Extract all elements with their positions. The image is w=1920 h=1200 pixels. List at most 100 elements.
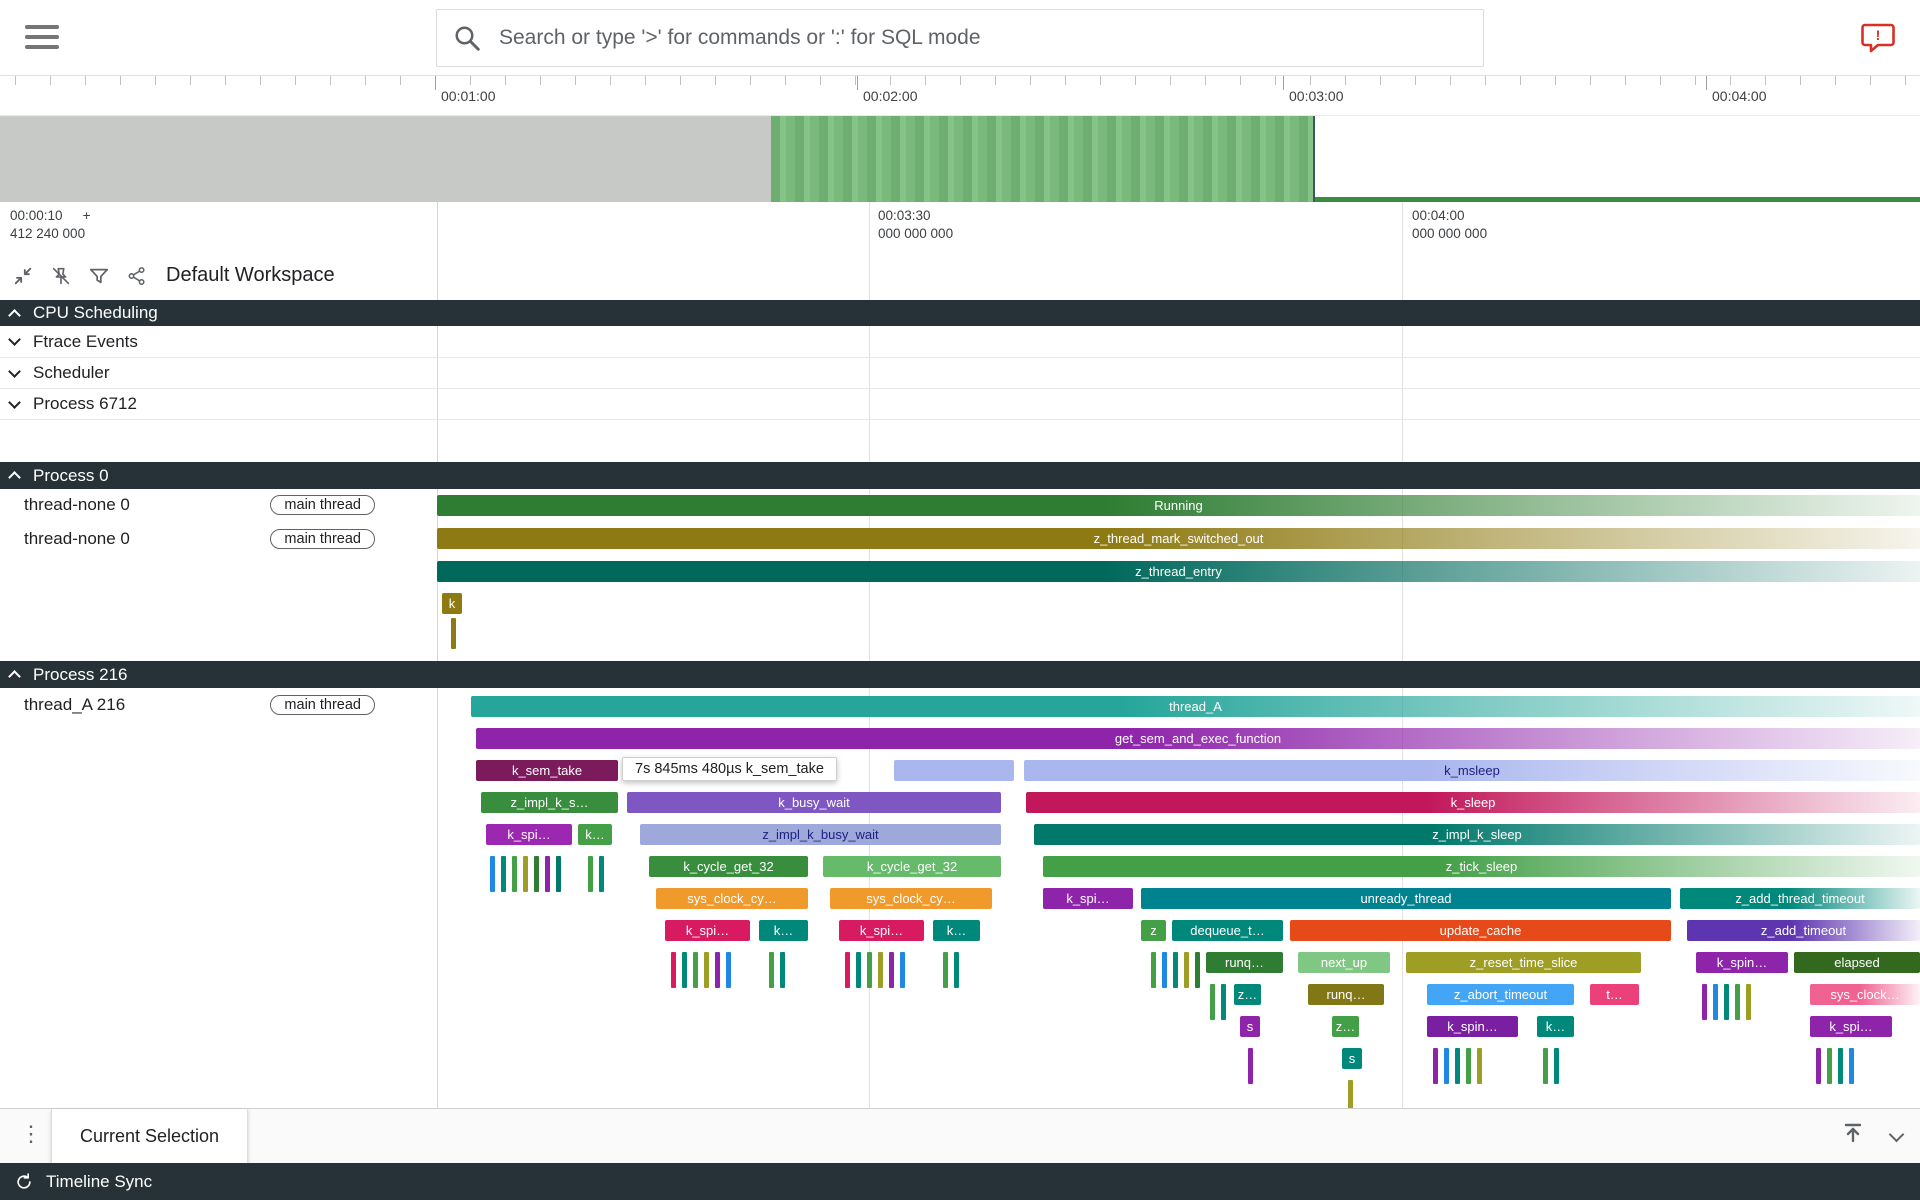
timeline-slice[interactable]: k_cycle_get_32 <box>649 856 808 877</box>
timeline-slice[interactable]: z_add_thread_timeout <box>1680 888 1920 909</box>
instant-event-tick[interactable] <box>943 952 948 988</box>
timeline-slice[interactable]: k_spin… <box>1427 1016 1518 1037</box>
timeline-slice[interactable]: z_impl_k_busy_wait <box>640 824 1001 845</box>
instant-event-tick[interactable] <box>693 952 698 988</box>
track-row[interactable]: Scheduler <box>0 358 1920 389</box>
track-group-header[interactable]: CPU Scheduling <box>0 300 1920 326</box>
timeline-slice[interactable]: z_impl_k_s… <box>481 792 618 813</box>
timeline-slice[interactable]: elapsed <box>1794 952 1920 973</box>
instant-event-tick[interactable] <box>1735 984 1740 1020</box>
timeline-slice[interactable]: z_thread_entry <box>437 561 1920 582</box>
timeline-slice[interactable]: k_msleep <box>1024 760 1920 781</box>
overflow-menu-icon[interactable]: ⋮ <box>20 1121 42 1146</box>
instant-event-tick[interactable] <box>1816 1048 1821 1084</box>
instant-event-tick[interactable] <box>889 952 894 988</box>
instant-event-tick[interactable] <box>1746 984 1751 1020</box>
instant-event-tick[interactable] <box>1724 984 1729 1020</box>
instant-event-tick[interactable] <box>954 952 959 988</box>
timeline-slice[interactable]: k_spi… <box>486 824 572 845</box>
timeline-slice[interactable]: z… <box>1234 984 1261 1005</box>
search-input[interactable] <box>436 9 1484 67</box>
timeline-slice[interactable]: k… <box>1537 1016 1574 1037</box>
instant-event-tick[interactable] <box>501 856 506 892</box>
instant-event-tick[interactable] <box>512 856 517 892</box>
error-bubble-icon[interactable]: ! <box>1860 22 1896 54</box>
timeline-slice[interactable]: k… <box>578 824 612 845</box>
overview-minimap[interactable] <box>0 116 1920 202</box>
timeline-slice[interactable]: get_sem_and_exec_function <box>476 728 1920 749</box>
thread-track-label[interactable]: thread-none 0 main thread <box>0 520 437 557</box>
timeline-slice[interactable]: unready_thread <box>1141 888 1671 909</box>
instant-event-tick[interactable] <box>1210 984 1215 1020</box>
instant-event-tick[interactable] <box>1444 1048 1449 1084</box>
collapse-panel-icon[interactable] <box>1888 1126 1905 1142</box>
timeline-slice[interactable]: z… <box>1332 1016 1359 1037</box>
workspace-label[interactable]: Default Workspace <box>166 264 335 286</box>
instant-event-tick[interactable] <box>878 952 883 988</box>
timeline-slice[interactable]: z_reset_time_slice <box>1406 952 1641 973</box>
timeline-slice[interactable]: t… <box>1590 984 1639 1005</box>
workspace-icon[interactable] <box>126 265 148 287</box>
unpin-icon[interactable] <box>50 265 72 287</box>
timeline-slice[interactable]: next_up <box>1298 952 1390 973</box>
minimap-selection-right-handle[interactable] <box>1313 116 1315 202</box>
instant-event-tick[interactable] <box>671 952 676 988</box>
timeline-sync-icon[interactable] <box>14 1172 34 1192</box>
instant-event-tick[interactable] <box>1433 1048 1438 1084</box>
instant-event-tick[interactable] <box>588 856 593 892</box>
timeline-slice[interactable]: k… <box>759 920 808 941</box>
timeline-slice[interactable]: z_abort_timeout <box>1427 984 1574 1005</box>
instant-event-tick[interactable] <box>1702 984 1707 1020</box>
timeline-slice[interactable]: s <box>1240 1016 1260 1037</box>
instant-event-tick[interactable] <box>900 952 905 988</box>
instant-event-tick[interactable] <box>845 952 850 988</box>
thread-track-label[interactable]: thread-none 0 main thread <box>0 489 437 520</box>
timeline-slice[interactable]: sys_clock_cy… <box>656 888 808 909</box>
timeline-slice[interactable]: z_impl_k_sleep <box>1034 824 1920 845</box>
track-group-header[interactable]: Process 216 <box>0 661 1920 688</box>
instant-event-tick[interactable] <box>1173 952 1178 988</box>
instant-event-tick[interactable] <box>726 952 731 988</box>
instant-event-tick[interactable] <box>556 856 561 892</box>
instant-event-tick[interactable] <box>867 952 872 988</box>
instant-event-tick[interactable] <box>1838 1048 1843 1084</box>
timeline-slice[interactable]: k_spin… <box>1696 952 1788 973</box>
instant-event-tick[interactable] <box>1477 1048 1482 1084</box>
timeline-slice[interactable]: k… <box>933 920 980 941</box>
instant-event-tick[interactable] <box>599 856 604 892</box>
instant-event-tick[interactable] <box>1248 1048 1253 1084</box>
timeline-sync-label[interactable]: Timeline Sync <box>46 1171 153 1191</box>
timeline-slice[interactable]: k_sem_take <box>476 760 618 781</box>
timeline-slice[interactable]: k_sleep <box>1026 792 1920 813</box>
instant-event-tick[interactable] <box>1554 1048 1559 1084</box>
timeline-slice[interactable]: z <box>1141 920 1166 941</box>
instant-event-tick[interactable] <box>1543 1048 1548 1084</box>
timeline-slice[interactable]: runq… <box>1308 984 1384 1005</box>
menu-icon[interactable] <box>25 25 59 51</box>
instant-event-tick[interactable] <box>1348 1080 1353 1108</box>
instant-event-tick[interactable] <box>1151 952 1156 988</box>
instant-event-tick[interactable] <box>490 856 495 892</box>
instant-event-tick[interactable] <box>1221 984 1226 1020</box>
timeline-slice[interactable]: dequeue_t… <box>1172 920 1283 941</box>
instant-event-tick[interactable] <box>1162 952 1167 988</box>
timeline-slice[interactable]: sys_clock… <box>1810 984 1920 1005</box>
timeline-slice[interactable]: k_spi… <box>1043 888 1133 909</box>
track-row[interactable]: Ftrace Events <box>0 326 1920 358</box>
timeline-slice[interactable]: Running <box>437 495 1920 516</box>
instant-event-tick[interactable] <box>780 952 785 988</box>
tab-current-selection[interactable]: Current Selection <box>51 1109 249 1163</box>
instant-event-tick[interactable] <box>1455 1048 1460 1084</box>
instant-event-tick[interactable] <box>1713 984 1718 1020</box>
timeline-slice[interactable]: s <box>1342 1048 1362 1069</box>
timeline-slice[interactable]: z_thread_mark_switched_out <box>437 528 1920 549</box>
thread-track-label[interactable]: thread_A 216 main thread <box>0 688 437 722</box>
expand-panel-to-top-icon[interactable] <box>1841 1121 1865 1145</box>
instant-event-tick[interactable] <box>769 952 774 988</box>
timeline-slice[interactable]: k_spi… <box>839 920 924 941</box>
instant-event-tick[interactable] <box>534 856 539 892</box>
timeline-slice[interactable]: update_cache <box>1290 920 1671 941</box>
timeline-slice[interactable]: runq… <box>1206 952 1283 973</box>
minimap-unselected-region[interactable] <box>0 116 771 202</box>
timeline-slice[interactable]: k <box>442 593 462 614</box>
